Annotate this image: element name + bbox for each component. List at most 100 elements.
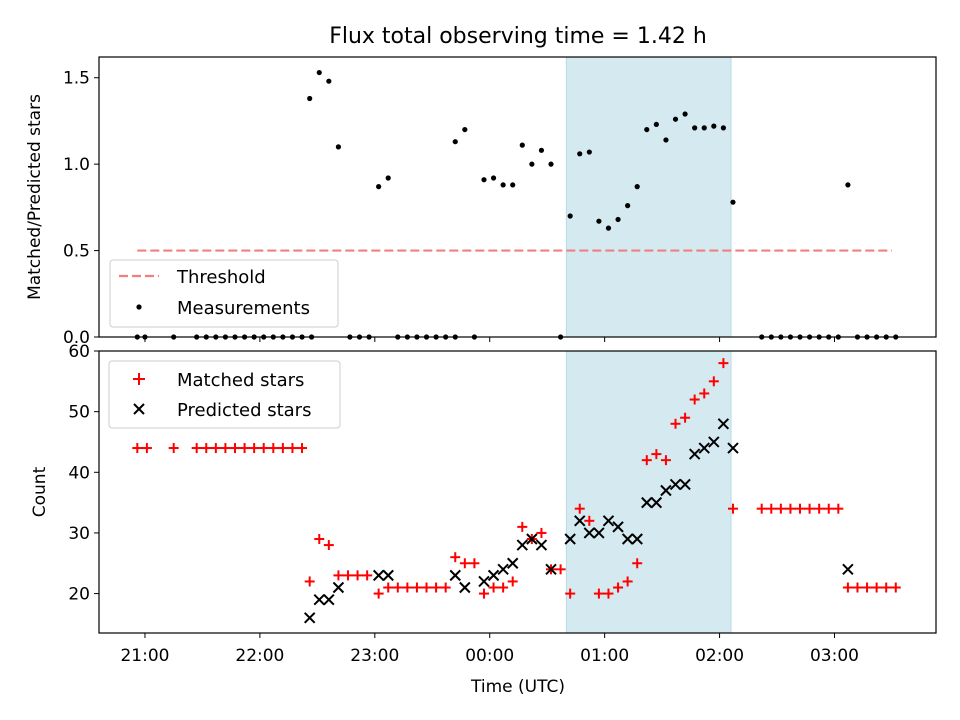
measurement-point bbox=[663, 137, 669, 143]
matched-star-point bbox=[333, 570, 344, 581]
predicted-star-point bbox=[535, 539, 548, 551]
measurement-point bbox=[519, 142, 525, 148]
measurement-point bbox=[462, 126, 468, 133]
matched-star-point bbox=[440, 582, 451, 593]
predicted-star-point bbox=[545, 563, 557, 576]
matched-star-point bbox=[689, 394, 700, 405]
predicted-star-point bbox=[660, 484, 672, 497]
measurement-point bbox=[538, 147, 545, 153]
x-axis-label: Time (UTC) bbox=[470, 677, 565, 697]
predicted-star-point bbox=[698, 442, 710, 454]
bottom-panel: 20 30 40 50 60 21:00 22:00 23:00 00:00 01:00 02:0… bbox=[30, 342, 937, 697]
predicted-star-point bbox=[459, 581, 471, 594]
measurement-point bbox=[682, 111, 688, 117]
legend-matched-swatch bbox=[133, 373, 145, 385]
matched-star-point bbox=[342, 570, 353, 581]
matched-star-point bbox=[132, 443, 143, 454]
predicted-star-point bbox=[727, 442, 739, 454]
top-legend-box bbox=[109, 259, 339, 328]
matched-star-point bbox=[833, 503, 844, 514]
matched-star-point bbox=[277, 443, 288, 454]
predicted-star-point bbox=[323, 593, 335, 606]
measurement-point bbox=[701, 125, 707, 131]
measurement-point bbox=[720, 125, 726, 131]
observing-window-band bbox=[565, 56, 732, 338]
matched-star-point bbox=[756, 503, 767, 514]
predicted-star-point bbox=[621, 533, 634, 545]
top-shaded-region bbox=[565, 56, 732, 338]
matched-star-point bbox=[842, 582, 853, 593]
measurement-point bbox=[567, 213, 573, 219]
matched-star-point bbox=[507, 576, 518, 587]
matched-star-point bbox=[258, 443, 269, 454]
bottom-legend-box bbox=[108, 360, 341, 429]
legend-predicted-label: Predicted stars bbox=[177, 400, 311, 421]
y-tick-label: 0.5 bbox=[63, 242, 90, 262]
matched-star-point bbox=[641, 455, 652, 466]
measurement-point bbox=[481, 177, 487, 183]
bottom-marks bbox=[132, 358, 901, 624]
predicted-star-point bbox=[313, 593, 325, 606]
matched-star-point bbox=[814, 503, 825, 514]
matched-star-point bbox=[881, 582, 892, 593]
matched-star-point bbox=[785, 503, 796, 514]
predicted-star-point bbox=[382, 569, 394, 582]
measurement-point bbox=[577, 151, 583, 157]
predicted-star-point bbox=[612, 521, 624, 533]
measurement-point bbox=[452, 139, 458, 145]
measurement-point bbox=[605, 225, 612, 231]
matched-star-point bbox=[201, 443, 212, 454]
matched-star-point bbox=[210, 443, 221, 454]
matched-star-point bbox=[323, 540, 334, 551]
measurement-point bbox=[596, 218, 602, 224]
measurement-point bbox=[490, 175, 497, 181]
top-y-axis-label: Matched/Predicted stars bbox=[25, 94, 45, 300]
predicted-star-point bbox=[602, 515, 615, 527]
predicted-star-point bbox=[526, 533, 538, 545]
matched-star-point bbox=[297, 443, 308, 454]
measurement-point bbox=[326, 78, 332, 84]
matched-star-point bbox=[670, 418, 681, 429]
measurement-point bbox=[711, 123, 717, 129]
predicted-star-point bbox=[372, 569, 385, 582]
y-tick-label: 1.0 bbox=[63, 155, 90, 175]
matched-star-point bbox=[268, 443, 279, 454]
x-tick-label: 01:00 bbox=[580, 646, 629, 666]
measurement-point bbox=[316, 69, 322, 76]
matched-star-point bbox=[613, 582, 624, 593]
matched-star-point bbox=[593, 588, 604, 599]
matched-star-point bbox=[314, 534, 325, 544]
y-tick-label: 1.5 bbox=[63, 69, 90, 89]
matched-star-point bbox=[383, 582, 394, 593]
matched-star-point bbox=[584, 515, 595, 526]
top-panel: 0.0 0.5 1.0 1.5 Matched/Predicted stars Thr… bbox=[25, 56, 937, 348]
predicted-star-point bbox=[688, 448, 701, 460]
predicted-star-point bbox=[449, 569, 461, 582]
matched-star-point bbox=[651, 449, 662, 460]
bottom-x-ticks: 21:00 22:00 23:00 00:00 01:00 02:00 03:00 bbox=[120, 633, 859, 666]
matched-star-point bbox=[555, 564, 566, 575]
matched-star-point bbox=[220, 443, 231, 454]
y-tick-label: 60 bbox=[68, 342, 90, 362]
predicted-star-point bbox=[507, 557, 519, 569]
top-axes-frame bbox=[98, 56, 937, 338]
measurement-point bbox=[615, 216, 621, 223]
matched-star-point bbox=[536, 527, 547, 538]
matched-star-point bbox=[708, 376, 719, 387]
predicted-star-point bbox=[717, 418, 730, 430]
matched-star-point bbox=[517, 521, 528, 532]
predicted-star-point bbox=[332, 581, 345, 594]
matched-star-point bbox=[191, 443, 202, 454]
bottom-y-ticks: 20 30 40 50 60 bbox=[68, 342, 99, 605]
measurement-point bbox=[510, 182, 516, 188]
matched-star-point bbox=[469, 558, 480, 569]
measurement-point bbox=[385, 175, 391, 181]
matched-star-point bbox=[727, 503, 738, 514]
chart-title: Flux total observing time = 1.42 h bbox=[329, 24, 707, 49]
matched-star-point bbox=[890, 582, 901, 593]
top-legend: Threshold Measurements bbox=[109, 259, 339, 328]
predicted-star-point bbox=[631, 533, 643, 545]
matched-star-point bbox=[478, 588, 489, 599]
matched-star-point bbox=[421, 582, 432, 593]
